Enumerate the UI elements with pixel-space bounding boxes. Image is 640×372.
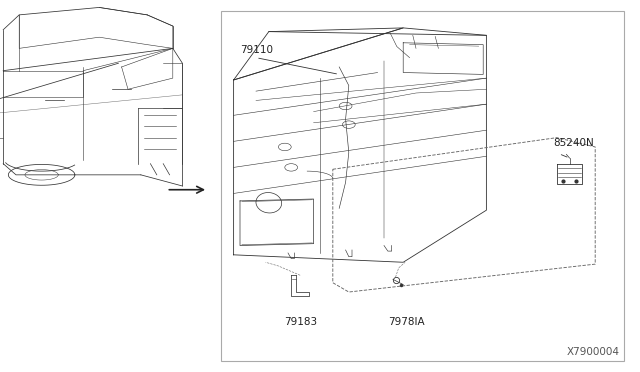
Text: 79183: 79183 xyxy=(284,317,317,327)
Text: 85240N: 85240N xyxy=(554,138,595,148)
Text: 79110: 79110 xyxy=(240,45,273,55)
Text: 7978IA: 7978IA xyxy=(388,317,425,327)
Text: X7900004: X7900004 xyxy=(566,347,620,356)
